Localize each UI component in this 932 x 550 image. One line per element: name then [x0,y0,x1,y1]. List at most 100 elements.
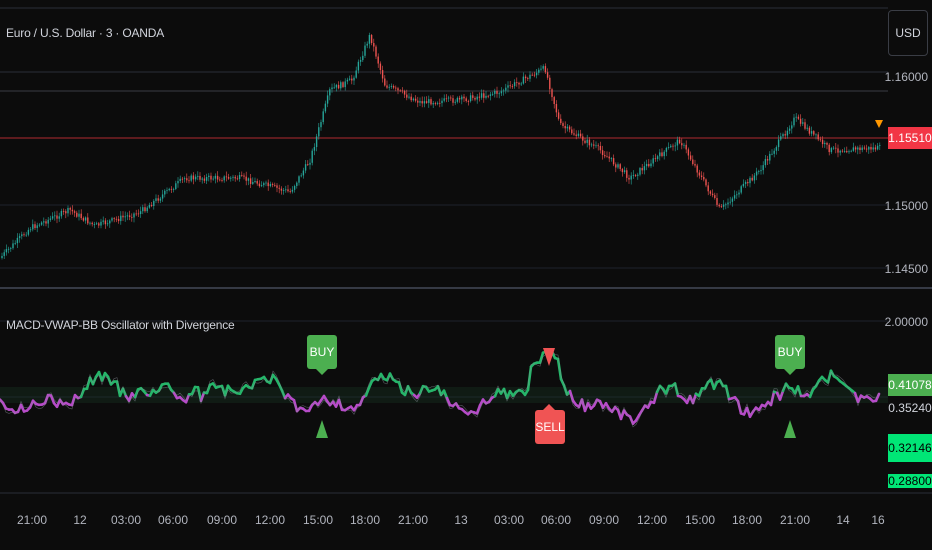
candle-body [623,170,626,173]
candle-body [560,118,562,124]
candle-body [538,69,540,73]
candle-body [333,87,335,89]
candle-body [610,158,613,159]
candle-body [364,45,366,56]
candle-body [780,136,782,140]
candle-body [419,101,421,103]
candle-body [322,111,324,123]
candle-body [555,104,558,113]
candle-body [146,207,148,212]
candle-body [111,218,113,221]
candle-body [47,219,49,224]
candle-body [58,216,60,219]
candle-body [238,175,241,179]
candle-body [595,145,597,147]
candle-body [403,91,406,95]
indicator-title[interactable]: MACD-VWAP-BB Oscillator with Divergence [6,318,235,332]
candle-body [599,145,602,151]
candle-body [390,86,393,87]
candle-body [181,178,184,180]
candle-body [87,217,89,224]
candle-body [491,93,494,95]
candle-body [12,243,14,249]
candle-body [718,204,720,207]
candle-body [69,207,71,210]
candle-body [751,177,753,181]
candle-body [791,125,793,129]
candle-body [566,126,569,129]
candle-body [698,172,701,176]
candle-body [278,187,280,189]
candle-body [199,175,201,180]
candle-body [98,223,100,226]
candle-body [535,72,538,76]
candle-body [175,183,177,190]
candle-body [285,189,287,191]
candle-body [230,177,232,179]
candle-body [313,147,316,151]
candle-body [252,182,254,184]
oscillator-segment [697,387,704,398]
candle-body [38,224,41,226]
candle-body [551,89,553,98]
candle-body [410,96,412,101]
candle-body [329,89,331,96]
candle-body [311,150,313,163]
candle-body [384,78,386,86]
candle-body [115,218,118,220]
candle-body [782,134,784,137]
candle-body [859,147,861,151]
candle-body [82,218,85,221]
candle-body [100,221,102,226]
time-label: 16 [871,513,885,527]
candle-body [287,189,289,192]
candle-body [280,188,283,191]
candle-body [582,136,584,141]
candle-body [172,189,175,190]
candle-body [117,218,120,222]
oscillator-segment [337,398,344,412]
candle-body [109,220,111,224]
candle-body [439,102,441,104]
candle-body [465,98,467,102]
candle-body [634,174,637,176]
candle-body [480,93,483,98]
candle-body [661,152,663,157]
candle-body [436,102,439,104]
candle-body [450,97,452,99]
candle-body [56,215,58,219]
currency-button[interactable]: USD [888,10,928,56]
oscillator-segment [79,387,86,399]
candle-body [16,237,19,244]
candle-body [62,211,65,212]
candle-body [355,70,357,78]
candle-body [518,82,520,85]
candle-body [828,144,830,153]
candle-body [29,229,32,231]
buy-arrow [316,420,328,438]
candle-body [234,176,236,179]
symbol-title[interactable]: Euro / U.S. Dollar · 3 · OANDA [6,26,165,40]
candle-body [318,127,320,137]
candle-body [214,175,217,179]
candle-body [483,93,485,98]
oscillator-segment [133,388,140,399]
time-label: 06:00 [157,513,189,527]
time-label: 09:00 [588,513,620,527]
candle-body [49,218,52,220]
candle-body [307,164,309,165]
candle-body [10,248,12,249]
candle-body [373,43,375,47]
candle-body [562,123,564,126]
candle-body [36,225,38,229]
candle-body [617,164,619,168]
candle-body [496,90,498,94]
candle-body [513,82,516,87]
candle-body [487,95,489,97]
candle-body [1,255,3,258]
candle-body [304,164,307,171]
sell-arrow [543,348,555,366]
oscillator-segment [538,351,545,364]
candle-body [458,97,461,100]
